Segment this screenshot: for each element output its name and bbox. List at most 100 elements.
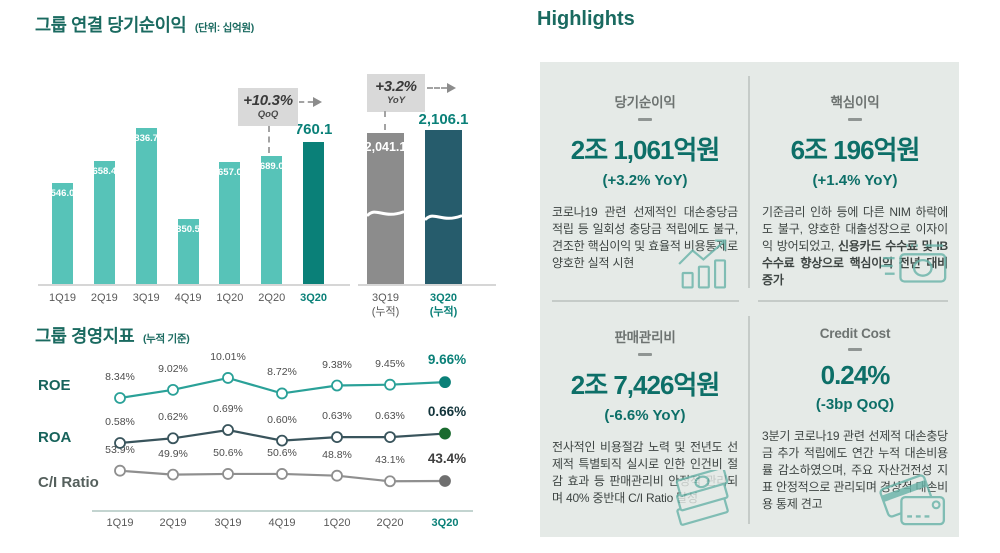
dash-divider [848, 118, 862, 121]
metrics-line-chart [114, 372, 451, 488]
ROA-point [222, 424, 234, 436]
x-tick-label: 2Q20 [376, 517, 404, 529]
point-value-label: 9.45% [375, 357, 405, 370]
point-value-label: 0.60% [267, 413, 297, 426]
ROE-point [276, 387, 288, 400]
card-credit-cost: Credit Cost 0.24% (-3bp QoQ) 3분기 코로나19 관… [755, 308, 955, 530]
axis-break-wave [424, 209, 463, 225]
qoq-percent: +10.3% [243, 92, 293, 109]
ROE-point [114, 392, 126, 404]
point-value-label: 0.58% [105, 416, 135, 428]
credit-card-icon [879, 474, 946, 526]
body-bold-text: 신용카드 수수료 및 IB 수수료 향상으로 핵심이익 전년 대비 증가 [762, 239, 948, 288]
card-net-income-delta: (+3.2% YoY) [602, 172, 688, 189]
yoy-dashed-line [427, 87, 447, 89]
net-income-section-title: 그룹 연결 당기순이익 (단위: 십억원) [35, 12, 254, 37]
axis-break-wave [366, 205, 405, 221]
yoy-annotation-box: +3.2% YoY [367, 74, 425, 112]
C/I Ratio-point [331, 469, 343, 482]
card-credit-cost-body: 3분기 코로나19 관련 선제적 대손충당금 추가 적립에도 연간 누적 대손비… [762, 428, 948, 513]
bar-value-label: 657.0 [218, 166, 242, 178]
bar-3Q19 [135, 127, 157, 285]
point-value-label: 49.9% [158, 447, 188, 460]
cumulative-axis [358, 284, 496, 286]
x-tick-label: 1Q19 [49, 292, 76, 304]
metrics-title-text: 그룹 경영지표 [35, 326, 135, 346]
x-tick-label: 2Q19 [159, 517, 187, 529]
yoy-label: YoY [386, 95, 406, 106]
point-value-label: 48.8% [322, 448, 352, 461]
divider-vertical-bottom [748, 316, 750, 524]
point-value-label: 9.02% [158, 362, 188, 375]
C/I Ratio-point [384, 475, 396, 488]
C/I Ratio-point [167, 468, 179, 481]
card-net-income-body: 코로나19 관련 선제적인 대손충당금 적립 등 일회성 충당금 적립에도 불구… [552, 204, 738, 272]
card-sganda-delta: (-6.6% YoY) [604, 407, 686, 424]
point-value-label: 43.4% [427, 450, 467, 466]
ROE-point [222, 372, 234, 384]
x-tick-label: 3Q19 [214, 517, 242, 529]
ROE-point [331, 379, 343, 392]
card-net-income-title: 당기순이익 [614, 95, 676, 110]
dash-divider [638, 353, 652, 356]
bar-1Q20 [219, 161, 241, 285]
point-value-label: 0.66% [427, 403, 467, 419]
card-sganda-title: 판매관리비 [614, 330, 676, 345]
point-value-label: 43.1% [375, 454, 405, 467]
body-text: 코로나19 관련 선제적인 대손충당금 적립 등 일회성 충당금 적립에도 불구… [552, 205, 738, 271]
roe-series-label: ROE [38, 377, 71, 394]
point-value-label: 50.6% [267, 446, 297, 459]
card-core-income-body: 기준금리 인하 등에 다른 NIM 하락에도 불구, 양호한 대출성장으로 이자… [762, 204, 948, 289]
cumulative-value-label: 2,041.1 [364, 140, 407, 154]
metrics-subtitle: (누적 기준) [142, 333, 190, 345]
highlights-title: Highlights [537, 8, 635, 30]
bar-value-label: 760.1 [294, 121, 333, 139]
card-sganda-value: 2조 7,426억원 [570, 370, 721, 400]
card-net-income: 당기순이익 2조 1,061억원 (+3.2% YoY) 코로나19 관련 선제… [545, 73, 745, 295]
point-value-label: 0.69% [213, 403, 243, 416]
ROE-point [384, 378, 396, 391]
x-tick-label: 1Q20 [323, 517, 351, 529]
ROE-point [167, 383, 179, 396]
ROA-point [167, 432, 179, 445]
ROA-point [384, 431, 396, 443]
yoy-connector-line [384, 111, 386, 130]
ROA-point [331, 431, 343, 443]
x-tick-label: 1Q19 [106, 517, 134, 529]
line-chart-axis [92, 510, 473, 512]
body-text: 3분기 코로나19 관련 선제적 대손충당금 추가 적립에도 연간 누적 대손비… [762, 429, 948, 512]
highlights-panel [540, 62, 959, 537]
cumulative-value-label: 2,106.1 [418, 111, 469, 128]
qoq-connector-line [268, 126, 270, 153]
card-credit-cost-title: Credit Cost [819, 326, 891, 341]
bar-value-label: 658.4 [92, 166, 117, 178]
point-value-label: 53.9% [105, 443, 135, 456]
bar-value-label: 350.5 [176, 224, 200, 236]
x-tick-label: 2Q20 [258, 292, 286, 304]
metrics-section-title: 그룹 경영지표 (누적 기준) [35, 323, 190, 348]
x-tick-label: 3Q20 [431, 517, 459, 529]
x-tick-label: 4Q19 [268, 517, 296, 529]
point-value-label: 50.6% [213, 446, 243, 459]
point-value-label: 10.01% [210, 350, 246, 363]
qoq-dashed-line [299, 101, 313, 103]
x-tick-label: 3Q19 (누적) [371, 292, 400, 318]
x-tick-label: 2Q19 [90, 292, 118, 304]
bar-value-label: 689.0 [259, 160, 284, 172]
ROA-point [276, 434, 288, 447]
C/I Ratio-point [114, 464, 126, 477]
ci-ratio-series-label: C/I Ratio [38, 474, 99, 491]
yoy-percent: +3.2% [375, 78, 417, 95]
point-value-label: 9.38% [322, 358, 352, 371]
bar-4Q19 [177, 219, 199, 285]
x-tick-label: 1Q20 [216, 292, 244, 304]
cumulative-bar-3q19 [367, 133, 404, 285]
card-core-income-title: 핵심이익 [830, 95, 880, 110]
card-credit-cost-value: 0.24% [820, 360, 891, 390]
qoq-label: QoQ [257, 109, 279, 120]
bar-value-label: 546.0 [50, 187, 75, 199]
x-tick-label: 3Q20 [300, 292, 328, 304]
ROE-point [439, 376, 451, 389]
